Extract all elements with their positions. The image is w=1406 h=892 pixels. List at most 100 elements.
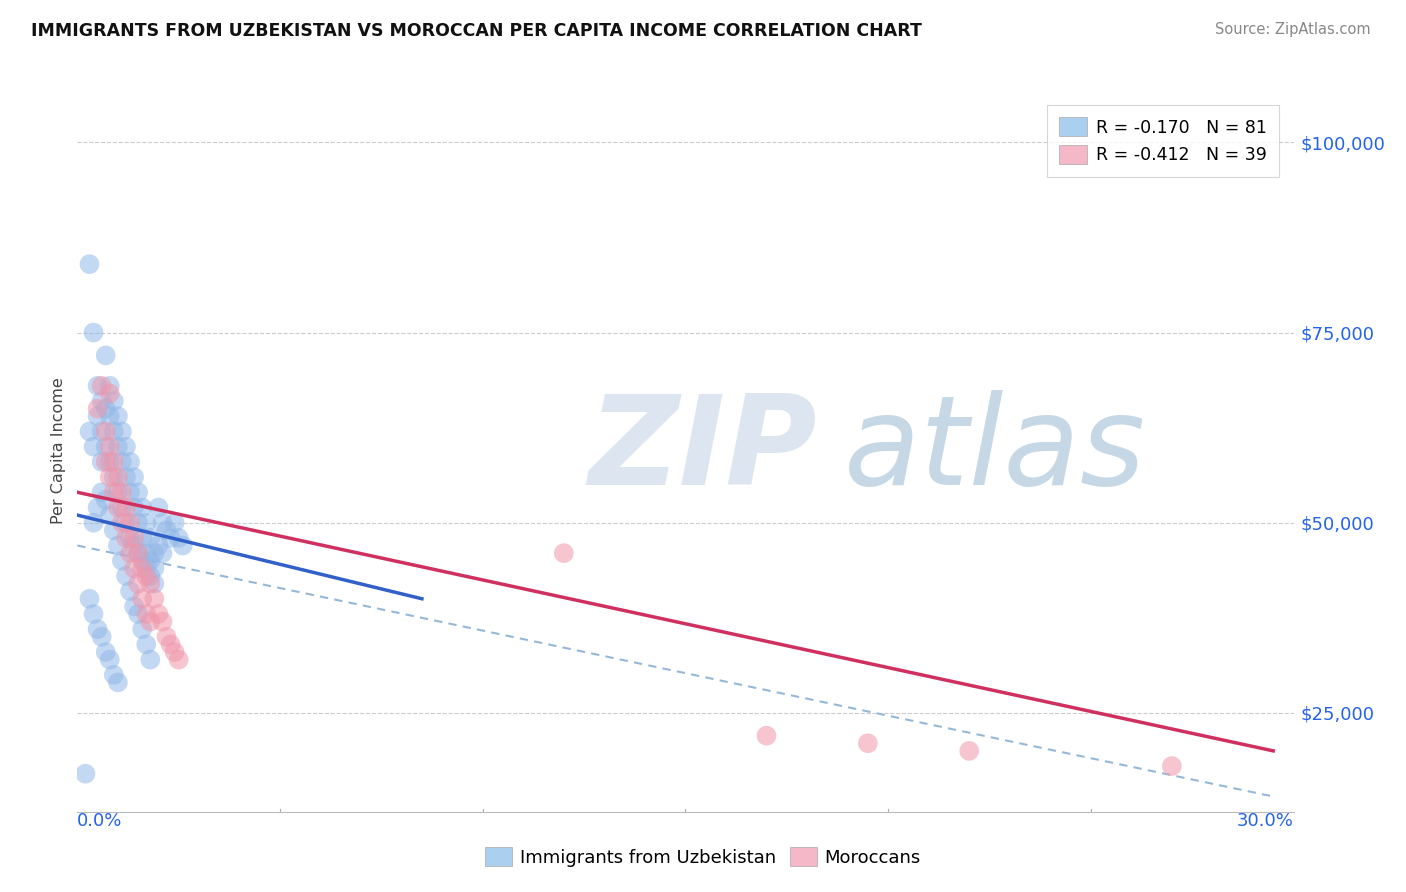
Point [127, 546, 149, 560]
Point [118, 516, 141, 530]
Point [103, 455, 125, 469]
Point [553, 546, 575, 560]
Legend: Immigrants from Uzbekistan, Moroccans: Immigrants from Uzbekistan, Moroccans [478, 840, 928, 874]
Point [167, 652, 190, 666]
Point [103, 470, 125, 484]
Point [103, 524, 125, 538]
Text: atlas: atlas [844, 390, 1146, 511]
Point [94, 401, 117, 416]
Point [155, 524, 177, 538]
Point [79, 257, 101, 271]
Point [94, 440, 117, 454]
Point [111, 500, 134, 515]
Point [94, 645, 117, 659]
Point [103, 485, 125, 500]
Point [115, 470, 138, 484]
Point [86, 379, 108, 393]
Point [139, 531, 162, 545]
Point [148, 500, 170, 515]
Point [159, 531, 181, 545]
Point [127, 485, 149, 500]
Point [957, 744, 980, 758]
Point [122, 531, 145, 545]
Point [148, 607, 170, 621]
Point [111, 425, 134, 439]
Point [107, 470, 129, 484]
Point [135, 637, 157, 651]
Point [152, 615, 174, 629]
Point [75, 766, 97, 780]
Point [83, 607, 105, 621]
Point [755, 729, 778, 743]
Point [135, 546, 157, 560]
Text: ZIP: ZIP [588, 390, 817, 511]
Point [115, 500, 138, 515]
Point [135, 569, 157, 583]
Point [98, 652, 121, 666]
Point [107, 500, 129, 515]
Point [107, 485, 129, 500]
Point [131, 622, 153, 636]
Point [115, 569, 138, 583]
Point [90, 394, 112, 409]
Point [83, 440, 105, 454]
Point [79, 591, 101, 606]
Point [1161, 759, 1184, 773]
Point [167, 531, 190, 545]
Point [135, 561, 157, 575]
Point [118, 546, 141, 560]
Point [90, 425, 112, 439]
Point [98, 386, 121, 401]
Point [122, 470, 145, 484]
Point [139, 576, 162, 591]
Point [90, 630, 112, 644]
Point [127, 607, 149, 621]
Point [122, 539, 145, 553]
Point [131, 561, 153, 575]
Point [159, 637, 181, 651]
Point [103, 668, 125, 682]
Point [143, 546, 166, 560]
Point [143, 561, 166, 575]
Point [122, 599, 145, 614]
Point [107, 409, 129, 424]
Point [163, 645, 186, 659]
Point [86, 500, 108, 515]
Point [127, 546, 149, 560]
Point [86, 401, 108, 416]
Point [94, 348, 117, 362]
Point [118, 455, 141, 469]
Point [98, 379, 121, 393]
Point [152, 516, 174, 530]
Point [118, 485, 141, 500]
Point [122, 500, 145, 515]
Point [90, 379, 112, 393]
Point [83, 326, 105, 340]
Point [83, 516, 105, 530]
Point [143, 576, 166, 591]
Point [118, 584, 141, 599]
Point [131, 531, 153, 545]
Point [118, 531, 141, 545]
Point [152, 546, 174, 560]
Point [107, 539, 129, 553]
Point [79, 425, 101, 439]
Point [94, 492, 117, 507]
Point [90, 485, 112, 500]
Point [139, 569, 162, 583]
Point [111, 554, 134, 568]
Text: 30.0%: 30.0% [1237, 812, 1294, 830]
Point [86, 409, 108, 424]
Point [98, 470, 121, 484]
Point [98, 508, 121, 522]
Point [103, 425, 125, 439]
Point [111, 455, 134, 469]
Text: IMMIGRANTS FROM UZBEKISTAN VS MOROCCAN PER CAPITA INCOME CORRELATION CHART: IMMIGRANTS FROM UZBEKISTAN VS MOROCCAN P… [31, 22, 922, 40]
Point [139, 652, 162, 666]
Point [135, 516, 157, 530]
Point [86, 622, 108, 636]
Point [163, 516, 186, 530]
Point [115, 516, 138, 530]
Y-axis label: Per Capita Income: Per Capita Income [51, 377, 66, 524]
Point [103, 394, 125, 409]
